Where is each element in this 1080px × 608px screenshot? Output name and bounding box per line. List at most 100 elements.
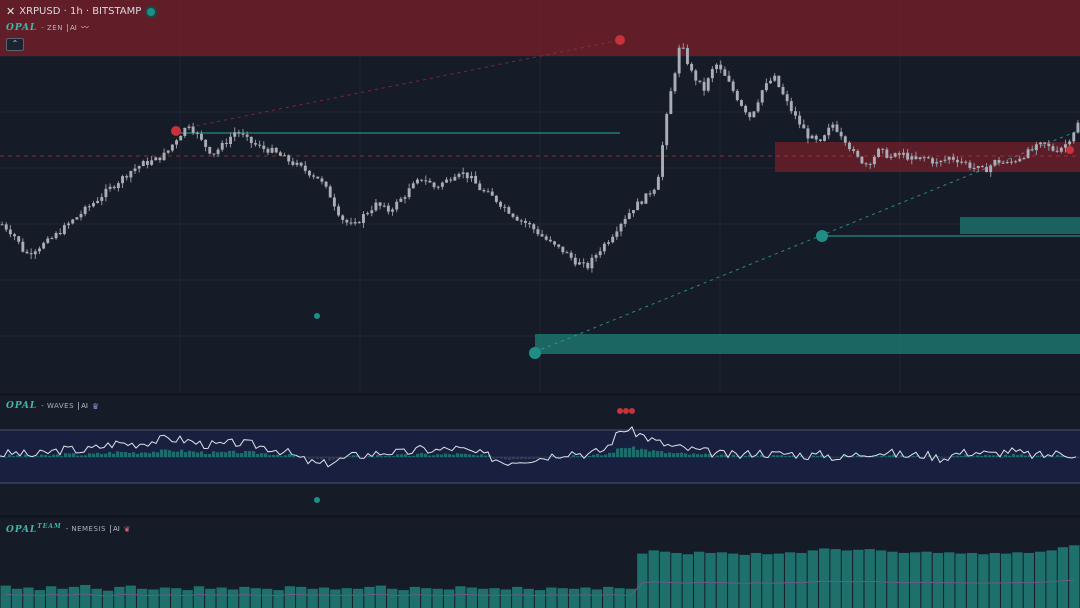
waves-bar xyxy=(860,456,864,458)
pane-divider[interactable] xyxy=(0,393,1080,396)
indicator-legend-zen[interactable]: OPAL - ZEN AI 〰 xyxy=(6,22,89,33)
candle-body xyxy=(669,91,673,115)
waves-bar xyxy=(36,456,40,457)
waves-oscillator-line xyxy=(0,426,1077,468)
nemesis-bar xyxy=(762,554,773,608)
waves-bar xyxy=(440,454,444,457)
nemesis-chart[interactable] xyxy=(0,518,1080,608)
candle-body xyxy=(507,207,511,214)
candle-body xyxy=(312,175,316,177)
waves-pane[interactable]: OPAL - WAVES AI ♛ xyxy=(0,396,1080,515)
waves-bar xyxy=(500,457,504,459)
pivot-low-marker[interactable] xyxy=(529,347,541,359)
nemesis-bar xyxy=(1057,547,1069,608)
pivot-low-marker[interactable] xyxy=(816,230,828,242)
candle-body xyxy=(21,241,25,252)
waves-bar xyxy=(496,457,500,458)
waves-bar xyxy=(568,456,572,458)
nemesis-bar xyxy=(966,552,978,608)
waves-bar xyxy=(924,457,928,458)
candle-body xyxy=(482,190,486,192)
waves-bar xyxy=(620,447,624,457)
candle-body xyxy=(474,175,478,184)
nemesis-pane[interactable]: OPALTEAM - NEMESIS AI ❦ xyxy=(0,518,1080,608)
indicator-legend-nemesis[interactable]: OPALTEAM - NEMESIS AI ❦ xyxy=(6,523,131,535)
pivot-high-marker[interactable] xyxy=(1066,146,1074,154)
close-icon[interactable]: ✕ xyxy=(6,5,16,18)
candle-body xyxy=(1047,143,1051,147)
candle-body xyxy=(29,253,33,255)
price-chart-pane[interactable]: ✕ XRPUSD · 1h · BITSTAMP OPAL - ZEN AI 〰… xyxy=(0,0,1080,393)
waves-bar xyxy=(1016,455,1020,457)
waves-bar xyxy=(1004,454,1008,457)
waves-bar xyxy=(240,453,244,457)
candle-body xyxy=(1039,142,1042,145)
candle-body xyxy=(67,223,70,226)
wave-signal-dot xyxy=(314,497,320,503)
candle-body xyxy=(499,201,502,207)
pane-divider[interactable] xyxy=(0,515,1080,518)
waves-bar xyxy=(244,450,248,457)
waves-bar xyxy=(8,454,12,457)
waves-bar xyxy=(396,454,400,457)
wave-signal-dot xyxy=(623,408,629,414)
nemesis-bar xyxy=(739,554,750,608)
candle-body xyxy=(391,209,394,212)
candle-body xyxy=(58,233,62,235)
nemesis-bar xyxy=(705,552,716,608)
pivot-high-marker[interactable] xyxy=(615,35,625,45)
candle-body xyxy=(1043,142,1047,144)
candle-body xyxy=(989,165,993,173)
candle-body xyxy=(694,70,698,81)
waves-bar xyxy=(960,456,964,457)
waves-bar xyxy=(868,456,872,458)
nemesis-bar xyxy=(330,589,341,608)
candle-body xyxy=(802,124,806,129)
waves-bar xyxy=(680,452,684,457)
waves-bar xyxy=(784,456,788,457)
waves-bar xyxy=(468,454,472,457)
nemesis-bar xyxy=(557,588,568,608)
nemesis-bar xyxy=(57,588,68,608)
waves-bar xyxy=(1040,455,1044,457)
candle-body xyxy=(993,159,997,166)
waves-bar xyxy=(692,453,696,457)
indicator-legend-waves[interactable]: OPAL - WAVES AI ♛ xyxy=(6,401,99,411)
nemesis-bar xyxy=(693,551,705,608)
candle-body xyxy=(133,168,137,172)
candle-body xyxy=(868,163,872,165)
candle-body xyxy=(665,114,669,146)
waves-bar xyxy=(892,454,896,457)
waves-chart[interactable] xyxy=(0,396,1080,515)
waves-bar xyxy=(996,455,1000,457)
candle-body xyxy=(843,136,847,143)
nemesis-bar xyxy=(307,588,318,608)
candle-body xyxy=(719,64,723,70)
waves-bar xyxy=(528,457,532,460)
pivot-low-marker[interactable] xyxy=(314,313,320,319)
waves-bar xyxy=(424,453,428,457)
waves-bar xyxy=(648,451,652,457)
candle-body xyxy=(295,162,299,165)
waves-bar xyxy=(984,454,988,457)
candle-body xyxy=(794,111,797,116)
waves-bar xyxy=(608,452,612,457)
waves-bar xyxy=(952,456,956,457)
waves-bar xyxy=(768,457,772,458)
ai-tag: AI xyxy=(78,402,88,410)
pivot-high-marker[interactable] xyxy=(171,126,181,136)
waves-bar xyxy=(324,457,328,458)
collapse-button[interactable]: ⌃ xyxy=(6,38,24,51)
candle-body xyxy=(183,127,187,136)
waves-bar xyxy=(204,454,208,457)
candle-body xyxy=(615,231,619,237)
candle-body xyxy=(827,127,831,136)
demand-zone-bottom xyxy=(535,334,1080,354)
waves-bar xyxy=(628,447,632,457)
waves-bar xyxy=(756,456,760,457)
price-chart[interactable] xyxy=(0,0,1080,393)
candle-body xyxy=(690,63,694,71)
waves-bar xyxy=(536,457,540,459)
nemesis-bar xyxy=(239,586,250,608)
nemesis-bar xyxy=(887,551,898,608)
